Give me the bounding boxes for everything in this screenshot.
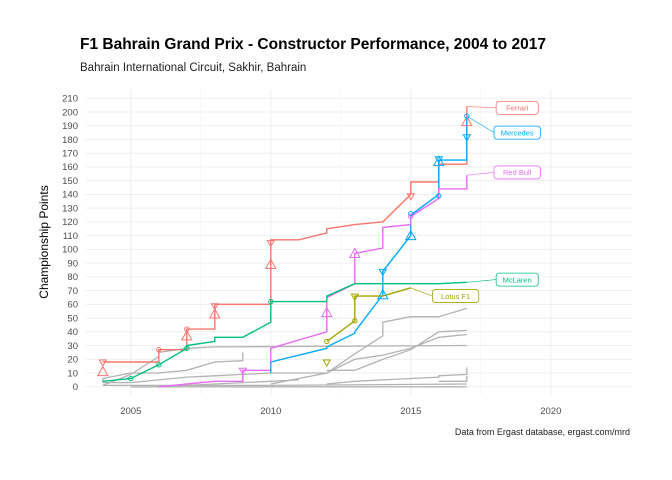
- y-tick-label: 110: [63, 231, 78, 242]
- y-tick-label: 140: [62, 190, 78, 201]
- other-constructor-line: [102, 352, 244, 383]
- y-tick-label: 200: [62, 107, 78, 118]
- data-point-circle: [436, 193, 442, 199]
- label-box: [493, 165, 541, 180]
- data-point-triangle-up: [320, 306, 333, 318]
- label-box: [431, 289, 480, 303]
- data-point-triangle-down: [350, 293, 360, 302]
- label-leader-line: [466, 115, 495, 133]
- data-point-triangle-down: [378, 268, 388, 277]
- label-box: [495, 272, 539, 287]
- y-tick-label: 150: [62, 176, 78, 187]
- label-leader-line: [466, 106, 497, 109]
- y-tick-label: 190: [62, 121, 78, 132]
- series-label-text: Mercedes: [501, 128, 534, 137]
- data-point-triangle-down: [462, 134, 472, 142]
- y-tick-label: 0: [73, 382, 78, 393]
- x-tick-label: 2015: [400, 406, 421, 417]
- data-point-triangle-down: [210, 303, 220, 311]
- data-point-triangle-up: [460, 115, 473, 127]
- data-point-triangle-up: [348, 247, 361, 258]
- series-line-mclaren: [102, 281, 467, 382]
- other-constructor-line: [438, 375, 468, 382]
- data-point-circle: [408, 213, 414, 220]
- y-tick-label: 100: [62, 245, 78, 256]
- y-tick-label: 30: [67, 341, 78, 352]
- y-tick-label: 90: [67, 258, 78, 269]
- y-tick-label: 210: [62, 94, 78, 105]
- chart-subtitle: Bahrain International Circuit, Sakhir, B…: [80, 62, 307, 74]
- y-tick-label: 180: [62, 135, 78, 146]
- data-point-triangle-up: [432, 155, 445, 166]
- y-tick-label: 10: [67, 368, 78, 379]
- chart-caption: Data from Ergast database, ergast.com/mr…: [454, 427, 630, 437]
- y-tick-label: 50: [67, 313, 78, 324]
- label-box: [495, 100, 539, 115]
- y-tick-label: 170: [62, 148, 78, 159]
- label-leader-line: [466, 172, 495, 176]
- series-markers: [96, 113, 473, 382]
- series-label-ferrari: Ferrari: [466, 100, 539, 115]
- data-point-triangle-down: [98, 359, 108, 368]
- y-tick-label: 70: [67, 286, 78, 297]
- data-point-triangle-up: [96, 365, 109, 377]
- series-label-mclaren: McLaren: [466, 272, 539, 287]
- y-tick-label: 120: [62, 217, 78, 228]
- data-point-circle: [268, 298, 274, 305]
- series-label-text: McLaren: [503, 275, 532, 284]
- x-tick-label: 2005: [120, 406, 141, 417]
- data-point-circle: [156, 362, 162, 368]
- y-tick-label: 40: [67, 327, 78, 338]
- y-tick-label: 160: [62, 162, 78, 173]
- data-point-circle: [408, 210, 414, 217]
- label-box: [493, 125, 541, 140]
- data-point-circle: [156, 346, 162, 353]
- series-labels: Ferrari Mercedes Red Bull McLaren Lotus F1: [410, 100, 541, 303]
- series-label-mercedes: Mercedes: [466, 115, 541, 140]
- highlighted-series-lines: [102, 106, 468, 388]
- data-point-triangle-up: [208, 307, 221, 319]
- y-tick-label: 80: [67, 272, 78, 283]
- series-label-text: Red Bull: [503, 168, 532, 177]
- label-leader-line: [466, 279, 497, 283]
- series-label-lotus-f1: Lotus F1: [410, 287, 480, 303]
- y-tick-label: 60: [67, 300, 78, 311]
- x-tick-label: 2010: [260, 406, 281, 417]
- y-tick-label: 130: [62, 203, 78, 214]
- data-point-circle: [352, 318, 358, 324]
- other-constructor-line: [102, 383, 467, 387]
- data-point-circle: [324, 338, 330, 345]
- chart-title: F1 Bahrain Grand Prix - Constructor Perf…: [80, 36, 547, 53]
- data-point-circle: [184, 345, 190, 351]
- y-tick-label: 20: [67, 355, 78, 366]
- series-line-lotus-f1: [326, 287, 411, 342]
- data-point-triangle-up: [180, 329, 193, 341]
- label-leader-line: [410, 287, 433, 297]
- data-point-triangle-down: [322, 359, 332, 368]
- series-label-text: Lotus F1: [441, 292, 470, 301]
- other-constructor-line: [326, 329, 467, 371]
- y-axis-ticks: 0 10 20 30 40 50 60 70 80 90 100 110 120 130 140 150 160…: [62, 94, 78, 394]
- data-point-circle: [128, 375, 134, 382]
- series-line-mercedes: [270, 116, 468, 373]
- data-point-triangle-down: [238, 367, 248, 376]
- data-point-triangle-up: [404, 229, 417, 241]
- x-tick-label: 2020: [540, 406, 561, 417]
- data-point-triangle-up: [376, 288, 389, 300]
- series-line-ferrari: [102, 106, 468, 363]
- other-constructor-line: [326, 367, 468, 385]
- data-point-triangle-down: [266, 240, 276, 248]
- data-point-circle: [464, 113, 470, 119]
- chart-grid: [86, 90, 632, 395]
- series-label-red-bull: Red Bull: [466, 165, 541, 180]
- data-point-triangle-down: [406, 193, 416, 201]
- series-label-text: Ferrari: [506, 104, 528, 113]
- data-point-triangle-up: [264, 258, 277, 269]
- y-axis-title: Championship Points: [37, 185, 51, 298]
- x-axis-ticks: 2005 2010 2015 2020: [120, 406, 561, 417]
